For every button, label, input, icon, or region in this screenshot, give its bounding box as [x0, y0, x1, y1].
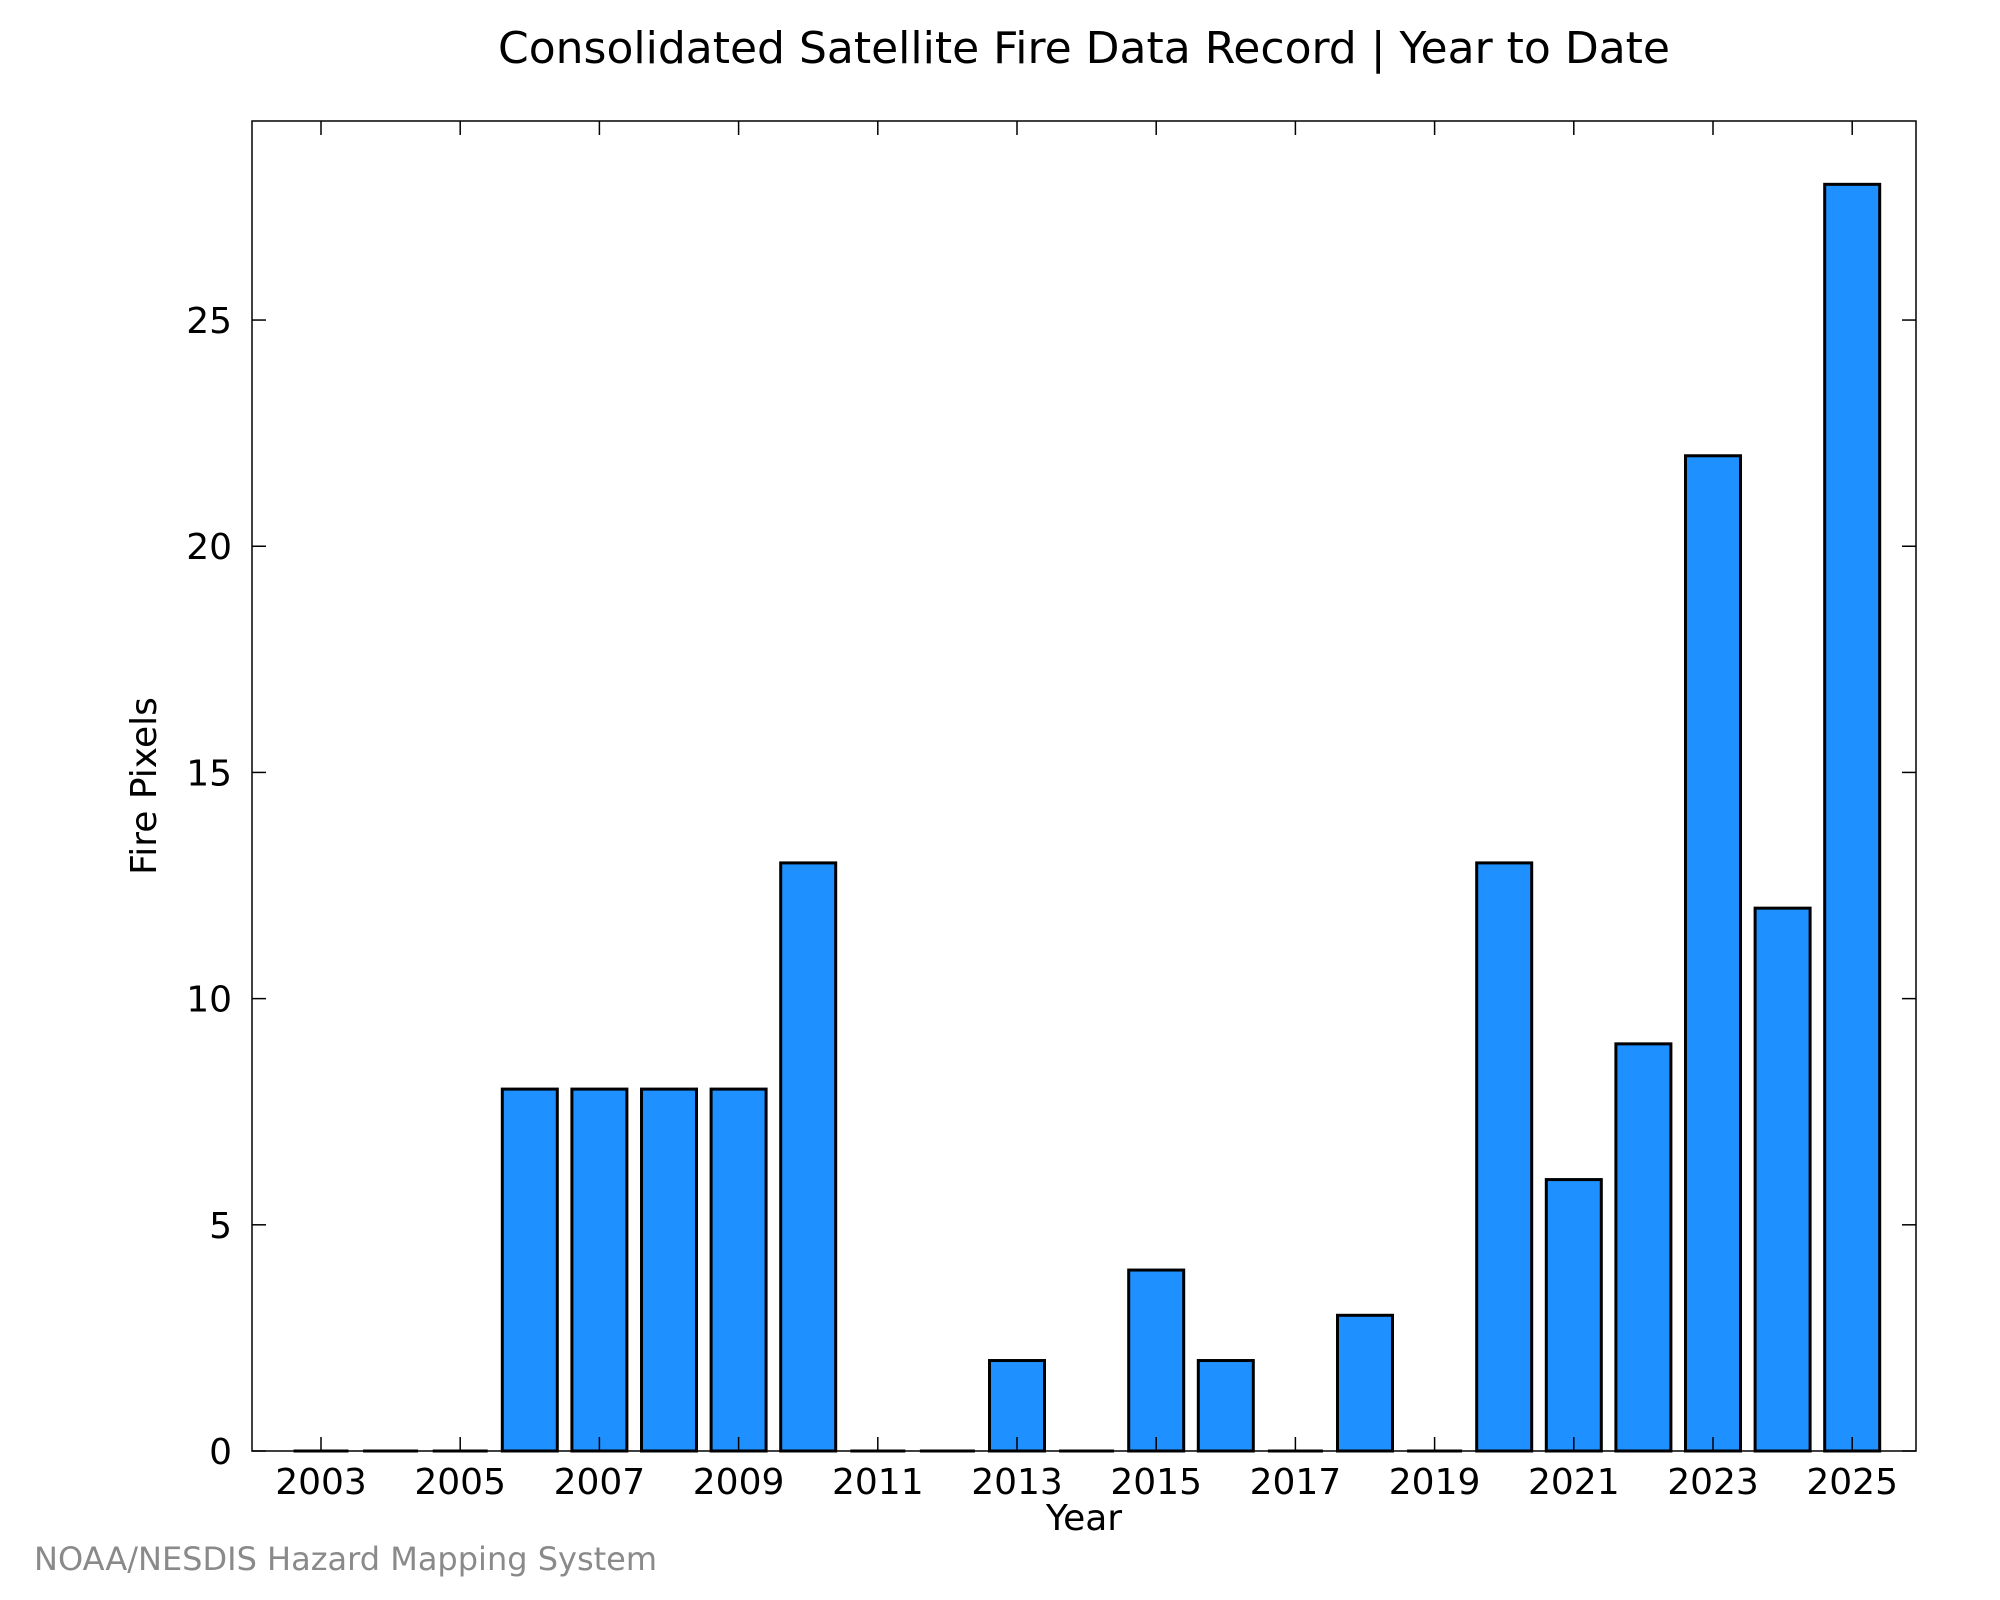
bar-2010	[779, 861, 838, 1453]
ticks-group	[252, 121, 1916, 1452]
bar-2020	[1475, 861, 1534, 1453]
bar-2006	[500, 1087, 559, 1453]
y-tick-label-25: 25	[186, 301, 232, 342]
y-tick-label-15: 15	[186, 753, 232, 794]
bar-2018	[1336, 1313, 1394, 1453]
x-tick-label-2005: 2005	[414, 1462, 506, 1503]
bar-2007	[570, 1087, 629, 1453]
x-tick-label-2015: 2015	[1110, 1462, 1202, 1503]
x-tick-labels: 2003 2005 2007 2009 2011 2013 2015 2017 2019 2021…	[275, 1462, 1898, 1503]
x-tick-label-2011: 2011	[832, 1462, 924, 1503]
x-tick-label-2021: 2021	[1528, 1462, 1620, 1503]
x-axis-label: Year	[1045, 1498, 1122, 1539]
x-tick-label-2013: 2013	[971, 1462, 1063, 1503]
bar-2024	[1753, 906, 1812, 1453]
x-tick-label-2007: 2007	[554, 1462, 646, 1503]
chart-title: Consolidated Satellite Fire Data Record …	[498, 23, 1670, 74]
y-tick-label-20: 20	[186, 527, 232, 568]
bar-2015	[1127, 1268, 1186, 1453]
bar-2013	[988, 1359, 1046, 1453]
source-credit: NOAA/NESDIS Hazard Mapping System	[34, 1540, 658, 1578]
bar-2008	[640, 1087, 698, 1453]
x-tick-label-2023: 2023	[1667, 1462, 1759, 1503]
bar-2022	[1614, 1042, 1673, 1453]
y-tick-labels: 0 5 10 15 20 25	[186, 301, 232, 1473]
bar-2023	[1684, 454, 1742, 1453]
y-axis-label: Fire Pixels	[124, 697, 165, 875]
x-tick-label-2017: 2017	[1250, 1462, 1342, 1503]
y-tick-label-10: 10	[186, 980, 232, 1021]
bar-2021	[1544, 1178, 1603, 1453]
bar-2025	[1823, 182, 1882, 1453]
x-tick-label-2009: 2009	[693, 1462, 785, 1503]
x-tick-label-2019: 2019	[1389, 1462, 1481, 1503]
bar-2009	[709, 1087, 768, 1453]
y-tick-label-0: 0	[209, 1432, 232, 1473]
x-tick-label-2003: 2003	[275, 1462, 367, 1503]
x-tick-label-2025: 2025	[1806, 1462, 1898, 1503]
bar-2016	[1196, 1359, 1255, 1453]
bars-group	[293, 182, 1882, 1453]
y-tick-label-5: 5	[209, 1206, 232, 1247]
